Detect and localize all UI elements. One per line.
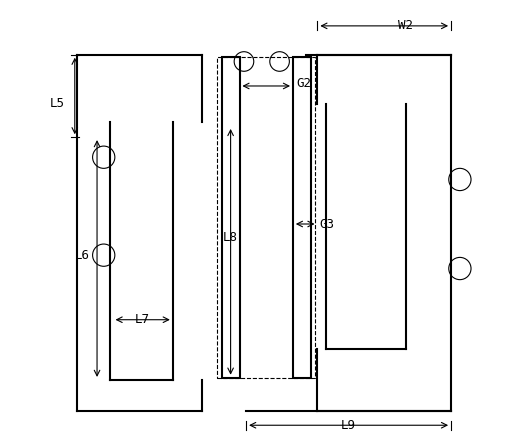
- Bar: [217, 57, 315, 378]
- Bar: [293, 57, 311, 378]
- Text: L6: L6: [74, 249, 89, 262]
- Text: G2: G2: [296, 77, 311, 90]
- Text: G3: G3: [319, 217, 335, 231]
- Bar: [222, 57, 240, 378]
- Text: L7: L7: [135, 313, 150, 326]
- Text: W2: W2: [398, 19, 412, 32]
- Text: L9: L9: [341, 419, 356, 432]
- Text: L5: L5: [50, 97, 64, 110]
- Text: L8: L8: [223, 231, 238, 244]
